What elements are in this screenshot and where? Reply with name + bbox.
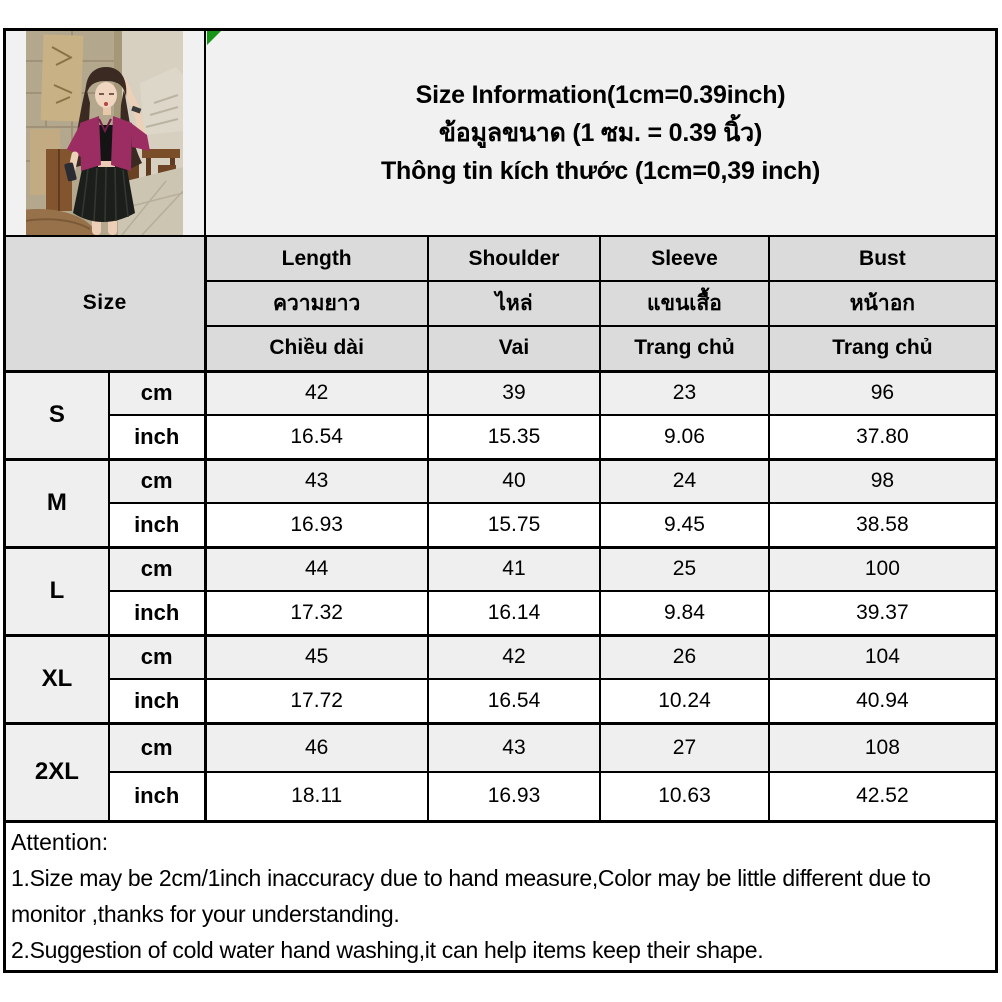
model-figure (64, 67, 150, 235)
attention-heading: Attention: (11, 828, 109, 855)
table-row-xl-cm: XL cm 45 42 26 104 (3, 633, 998, 724)
size-label-2xl: 2XL (3, 721, 110, 822)
product-photo-cell (3, 28, 207, 237)
cell-s-bust-cm: 96 (767, 369, 998, 416)
title-cell: Size Information(1cm=0.39inch) ข้อมูลขนา… (204, 28, 998, 237)
unit-inch: inch (107, 414, 207, 460)
cell-xl-sleeve-cm: 26 (599, 633, 770, 680)
product-photo (6, 31, 184, 235)
cell-xl-length-cm: 45 (203, 633, 429, 680)
col-header-sleeve-vi: Trang chủ (599, 325, 770, 372)
cell-2xl-bust-inch: 42.52 (767, 771, 998, 822)
cell-2xl-shoulder-cm: 43 (426, 721, 602, 773)
unit-inch: inch (107, 502, 207, 548)
cell-corner-marker-icon (207, 31, 221, 45)
title-th: ข้อมูลขนาด (1 ซม. = 0.39 นิ้ว) (438, 119, 763, 147)
col-header-sleeve-th: แขนเสื้อ (599, 280, 770, 327)
cell-m-length-cm: 43 (203, 457, 429, 504)
cell-m-bust-cm: 98 (767, 457, 998, 504)
jacket (67, 116, 150, 171)
cell-l-sleeve-cm: 25 (599, 545, 770, 592)
cell-xl-length-inch: 17.72 (203, 678, 429, 724)
cell-s-shoulder-inch: 15.35 (426, 414, 602, 460)
title-vi: Thông tin kích thước (1cm=0,39 inch) (380, 157, 821, 185)
cell-m-shoulder-cm: 40 (426, 457, 602, 504)
cell-xl-sleeve-inch: 10.24 (599, 678, 770, 724)
unit-cm: cm (107, 545, 207, 592)
cell-s-bust-inch: 37.80 (767, 414, 998, 460)
table-row-m-inch: inch 16.93 15.75 9.45 38.58 (5, 502, 998, 548)
unit-cm: cm (107, 457, 207, 504)
unit-inch: inch (107, 771, 207, 822)
size-label-m: M (3, 457, 110, 548)
size-chart-sheet: Size Information(1cm=0.39inch) ข้อมูลขนา… (3, 28, 998, 973)
attention-note-2: 2.Suggestion of cold water hand washing,… (11, 936, 764, 963)
cell-l-shoulder-inch: 16.14 (426, 590, 602, 636)
table-row-s-cm: S cm 42 39 23 96 (3, 369, 998, 460)
cell-s-shoulder-cm: 39 (426, 369, 602, 416)
cell-m-length-inch: 16.93 (203, 502, 429, 548)
cell-m-shoulder-inch: 15.75 (426, 502, 602, 548)
unit-cm: cm (107, 721, 207, 773)
unit-cm: cm (107, 369, 207, 416)
col-header-bust-th: หน้าอก (767, 280, 998, 327)
col-header-bust-en: Bust (767, 235, 998, 282)
col-header-bust-vi: Trang chủ (767, 325, 998, 372)
size-table: Size Information(1cm=0.39inch) ข้อมูลขนา… (3, 28, 998, 823)
cell-xl-shoulder-inch: 16.54 (426, 678, 602, 724)
col-header-length-th: ความยาว (203, 280, 429, 327)
cell-xl-bust-cm: 104 (767, 633, 998, 680)
col-header-shoulder-en: Shoulder (426, 235, 602, 282)
cell-m-sleeve-inch: 9.45 (599, 502, 770, 548)
cell-s-length-cm: 42 (203, 369, 429, 416)
cell-l-length-inch: 17.32 (203, 590, 429, 636)
size-label-xl: XL (3, 633, 110, 724)
cell-l-shoulder-cm: 41 (426, 545, 602, 592)
size-label-l: L (3, 545, 110, 636)
cell-2xl-length-cm: 46 (203, 721, 429, 773)
cell-l-length-cm: 44 (203, 545, 429, 592)
cell-2xl-sleeve-cm: 27 (599, 721, 770, 773)
cell-l-sleeve-inch: 9.84 (599, 590, 770, 636)
unit-inch: inch (107, 590, 207, 636)
table-row-m-cm: M cm 43 40 24 98 (3, 457, 998, 548)
title-en: Size Information(1cm=0.39inch) (415, 81, 786, 109)
col-header-shoulder-vi: Vai (426, 325, 602, 372)
attention-box: Attention: 1.Size may be 2cm/1inch inacc… (3, 822, 998, 973)
col-header-length-vi: Chiều dài (203, 325, 429, 372)
cell-xl-shoulder-cm: 42 (426, 633, 602, 680)
col-header-length-en: Length (203, 235, 429, 282)
col-header-shoulder-th: ไหล่ (426, 280, 602, 327)
cell-l-bust-inch: 39.37 (767, 590, 998, 636)
table-row-2xl-cm: 2XL cm 46 43 27 108 (3, 721, 998, 822)
table-row-l-cm: L cm 44 41 25 100 (3, 545, 998, 636)
size-corner-label: Size (3, 235, 207, 372)
table-row-xl-inch: inch 17.72 16.54 10.24 40.94 (5, 678, 998, 724)
table-row-s-inch: inch 16.54 15.35 9.06 37.80 (5, 414, 998, 460)
cell-xl-bust-inch: 40.94 (767, 678, 998, 724)
cell-m-sleeve-cm: 24 (599, 457, 770, 504)
table-row-l-inch: inch 17.32 16.14 9.84 39.37 (5, 590, 998, 636)
unit-inch: inch (107, 678, 207, 724)
cell-2xl-sleeve-inch: 10.63 (599, 771, 770, 822)
cell-s-length-inch: 16.54 (203, 414, 429, 460)
attention-note-1: 1.Size may be 2cm/1inch inaccuracy due t… (11, 864, 931, 927)
cell-s-sleeve-inch: 9.06 (599, 414, 770, 460)
cell-l-bust-cm: 100 (767, 545, 998, 592)
size-label-s: S (3, 369, 110, 460)
cell-2xl-bust-cm: 108 (767, 721, 998, 773)
col-header-sleeve-en: Sleeve (599, 235, 770, 282)
cell-m-bust-inch: 38.58 (767, 502, 998, 548)
product-photo-illustration (6, 31, 184, 235)
cell-2xl-shoulder-inch: 16.93 (426, 771, 602, 822)
cell-s-sleeve-cm: 23 (599, 369, 770, 416)
table-row-2xl-inch: inch 18.11 16.93 10.63 42.52 (5, 771, 998, 822)
cell-2xl-length-inch: 18.11 (203, 771, 429, 822)
unit-cm: cm (107, 633, 207, 680)
